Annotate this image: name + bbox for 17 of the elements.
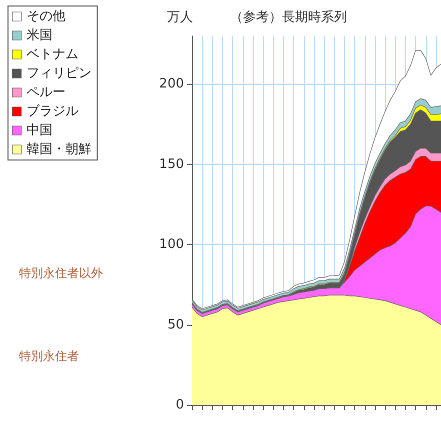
legend-label: ペルー (26, 85, 66, 100)
y-tick-label: 100 (159, 237, 184, 252)
y-tick-label: 50 (167, 317, 184, 332)
chart-title: （参考）長期時系列 (230, 10, 347, 25)
legend-label: ブラジル (26, 104, 78, 119)
y-tick-label: 150 (159, 156, 184, 172)
legend-label: その他 (26, 9, 66, 24)
text: 特別永住者 (19, 349, 79, 363)
y-tick-label: 200 (159, 76, 184, 92)
legend-label: フィリピン (26, 66, 92, 81)
legend-label: 中国 (26, 123, 52, 138)
legend-label: 韓国・朝鮮 (26, 142, 92, 157)
legend-label: 米国 (26, 28, 52, 43)
text: 特別永住者以外 (19, 266, 103, 280)
legend-label: ベトナム (26, 47, 78, 62)
y-tick-label: 0 (176, 398, 184, 412)
y-axis-title: 万人 (167, 10, 193, 25)
